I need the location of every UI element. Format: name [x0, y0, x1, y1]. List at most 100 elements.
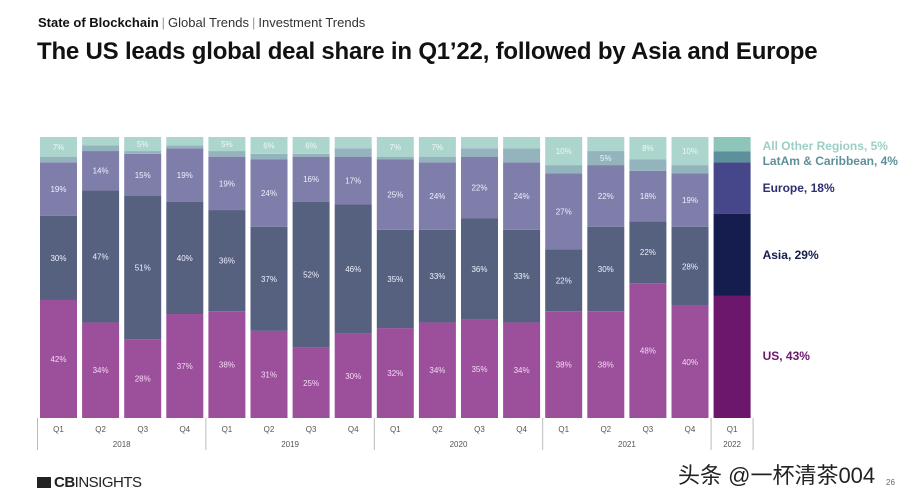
bar-segment-latam-caribbean [40, 156, 77, 163]
page-title: The US leads global deal share in Q1’22,… [37, 38, 818, 65]
data-label: 19% [682, 196, 698, 205]
bar-segment-us [461, 319, 498, 418]
bar-segment-europe [208, 156, 246, 211]
breadcrumb-item: Global Trends [168, 15, 249, 30]
x-tick-label: Q2 [600, 425, 611, 434]
bar-segment-asia [40, 215, 77, 300]
data-label: 7% [432, 143, 444, 152]
bar-segment-all-other-regions [418, 137, 456, 157]
data-label: 7% [390, 143, 402, 152]
bar-segment-latam-caribbean [166, 145, 204, 149]
data-label: 24% [429, 192, 445, 201]
data-label: 38% [556, 361, 572, 370]
bar-segment-us [208, 311, 246, 418]
breadcrumb-separator: | [251, 15, 256, 30]
bar-segment-europe [587, 165, 625, 227]
bar-segment-us [418, 322, 456, 418]
bar-segment-asia [82, 190, 120, 323]
bar-segment-latam-caribbean [713, 151, 751, 163]
data-label: 52% [303, 271, 319, 280]
data-label: 34% [93, 366, 109, 375]
data-label: 10% [682, 147, 698, 156]
x-tick-label: Q2 [264, 425, 275, 434]
bar-segment-europe [250, 159, 288, 227]
data-label: 18% [640, 192, 656, 201]
x-tick-label: Q2 [95, 425, 106, 434]
data-label: 14% [93, 167, 109, 176]
bar-segment-us [629, 283, 667, 418]
bar-segment-us [503, 322, 541, 418]
bar-segment-us [334, 333, 372, 418]
x-tick-label: Q1 [53, 425, 64, 434]
data-label: 22% [598, 192, 614, 201]
bar-segment-asia [503, 229, 541, 323]
data-label: 38% [219, 361, 235, 370]
bar-segment-asia [208, 210, 246, 312]
bar-segment-latam-caribbean [671, 165, 709, 174]
bar-segment-us [587, 311, 625, 418]
data-label: 36% [471, 265, 487, 274]
bar-segment-asia [292, 201, 330, 348]
year-label: 2020 [450, 440, 468, 449]
bar-segment-asia [124, 196, 162, 340]
bar-segment-us [713, 295, 751, 418]
bar-segment-us [40, 299, 77, 418]
data-label: 19% [50, 185, 66, 194]
bar-segment-all-other-regions [250, 137, 288, 154]
x-tick-label: Q2 [432, 425, 443, 434]
bar-segment-us [671, 305, 709, 418]
legend-entry: All Other Regions, 5% [763, 139, 889, 153]
data-label: 22% [471, 184, 487, 193]
year-label: 2019 [281, 440, 299, 449]
data-label: 15% [135, 171, 151, 180]
data-label: 35% [471, 365, 487, 374]
bar-segment-europe [124, 153, 162, 197]
data-label: 25% [303, 379, 319, 388]
data-label: 33% [514, 272, 530, 281]
data-label: 24% [261, 189, 277, 198]
data-label: 32% [387, 369, 403, 378]
data-label: 47% [93, 252, 109, 261]
bar-segment-all-other-regions [166, 137, 204, 146]
data-label: 19% [219, 179, 235, 188]
bar-segment-asia [545, 249, 583, 312]
bar-segment-latam-caribbean [334, 148, 372, 157]
x-tick-label: Q1 [390, 425, 401, 434]
bar-segment-asia [166, 201, 204, 315]
page-number: 26 [886, 478, 895, 487]
x-tick-label: Q3 [137, 425, 148, 434]
bar-segment-us [166, 314, 204, 418]
data-label: 17% [345, 177, 361, 186]
bar-segment-latam-caribbean [250, 153, 288, 160]
data-label: 35% [387, 275, 403, 284]
bar-segment-asia [629, 221, 667, 284]
bar-segment-europe [629, 170, 667, 222]
bar-segment-all-other-regions [545, 137, 583, 166]
bar-segment-asia [713, 213, 751, 296]
data-label: 48% [640, 347, 656, 356]
bar-segment-europe [418, 162, 456, 230]
bar-segment-all-other-regions [461, 137, 498, 149]
data-label: 30% [598, 265, 614, 274]
x-tick-label: Q4 [516, 425, 527, 434]
bar-segment-europe [671, 173, 709, 227]
data-label: 40% [177, 254, 193, 263]
data-label: 37% [177, 362, 193, 371]
data-label: 28% [682, 262, 698, 271]
bar-segment-all-other-regions [671, 137, 709, 166]
bar-segment-asia [671, 226, 709, 306]
bar-segment-latam-caribbean [545, 165, 583, 174]
data-label: 5% [600, 154, 612, 163]
data-label: 7% [53, 143, 65, 152]
bar-segment-all-other-regions [208, 137, 246, 152]
data-label: 37% [261, 275, 277, 284]
data-label: 16% [303, 175, 319, 184]
data-label: 30% [50, 254, 66, 263]
x-tick-label: Q4 [685, 425, 696, 434]
bar-segment-all-other-regions [124, 137, 162, 152]
bar-segment-asia [376, 229, 414, 329]
bar-segment-europe [376, 159, 414, 230]
bar-segment-europe [503, 162, 541, 230]
bar-segment-europe [461, 156, 498, 219]
bar-segment-asia [587, 226, 625, 312]
